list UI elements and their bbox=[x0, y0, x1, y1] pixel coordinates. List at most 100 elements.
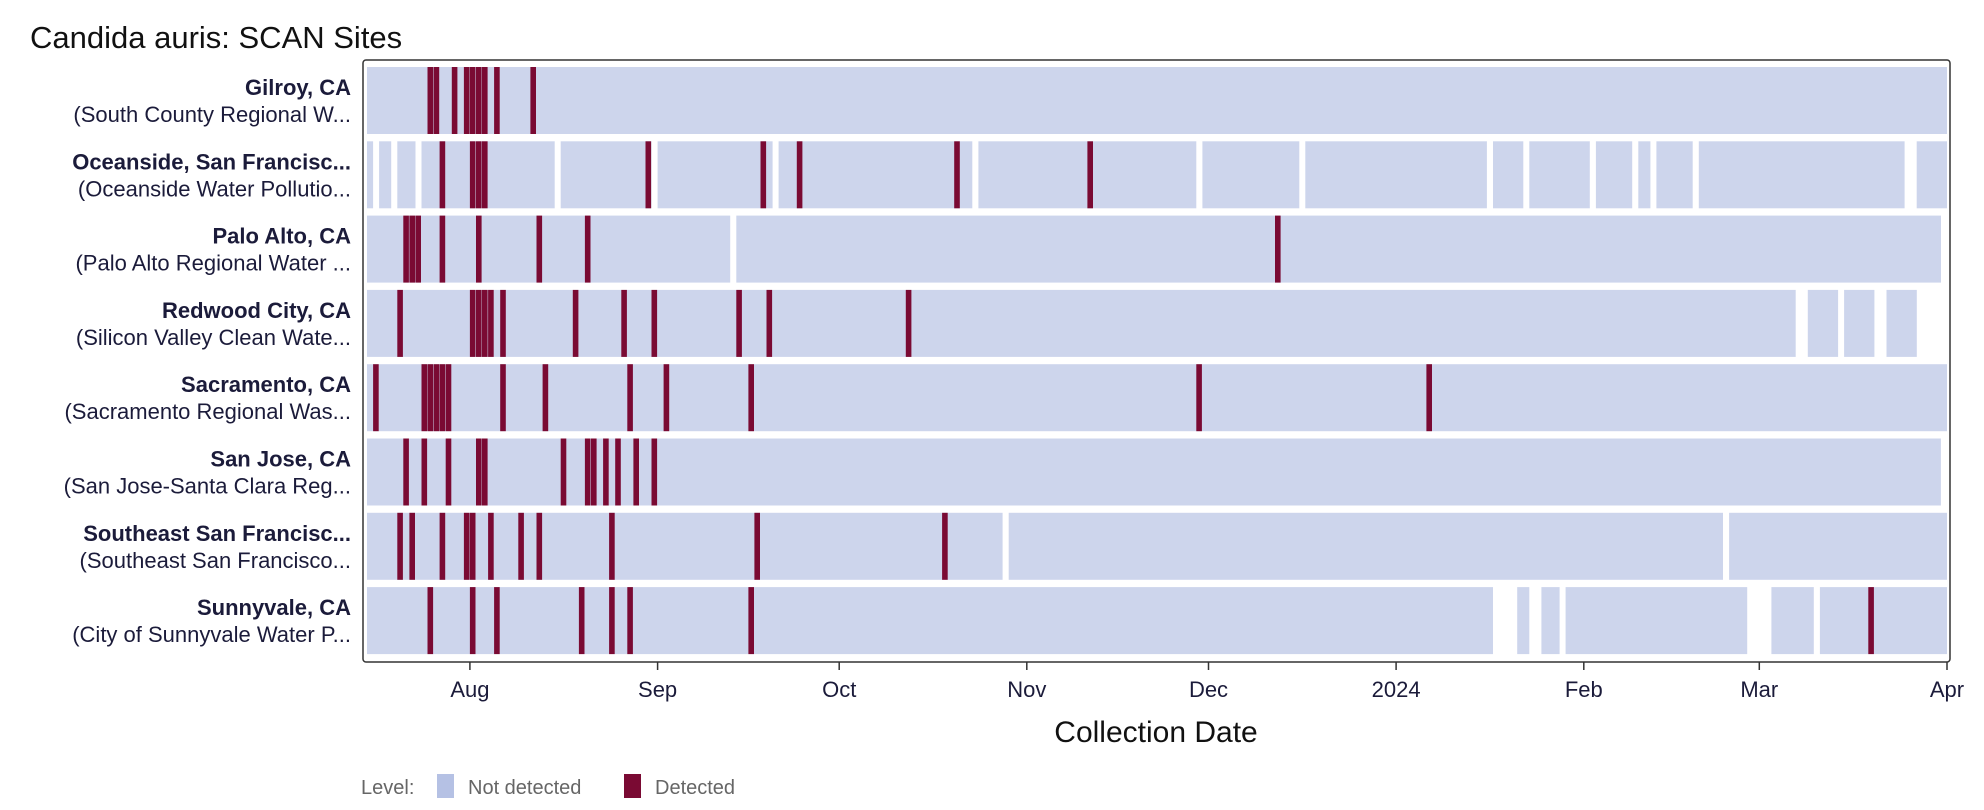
detected-cell bbox=[373, 364, 379, 432]
not-detected-segment bbox=[367, 67, 1947, 134]
detected-cell bbox=[469, 141, 476, 209]
x-tick-label: Aug bbox=[450, 677, 489, 702]
detected-cell bbox=[469, 67, 476, 134]
x-axis-title: Collection Date bbox=[1054, 716, 1257, 749]
detected-cell bbox=[954, 141, 960, 209]
not-detected-segment bbox=[1807, 289, 1839, 357]
not-detected-segment bbox=[1916, 141, 1947, 209]
site-row-oceanside-san-francisc: Oceanside, San Francisc...(Oceanside Wat… bbox=[72, 141, 1947, 209]
not-detected-segment bbox=[367, 289, 1796, 357]
x-axis: Aug Sep Oct Nov Dec 2024 Feb Mar Apr bbox=[450, 662, 1964, 702]
detected-cell bbox=[615, 438, 621, 506]
detected-cell bbox=[403, 438, 409, 506]
detected-cell bbox=[421, 438, 428, 506]
site-name-label: Redwood City, CA bbox=[162, 298, 351, 323]
site-plant-label: (Southeast San Francisco... bbox=[80, 548, 351, 573]
detected-cell bbox=[536, 215, 543, 283]
site-name-label: San Jose, CA bbox=[210, 447, 351, 472]
site-row-gilroy-ca: Gilroy, CA(South County Regional W... bbox=[73, 67, 1947, 134]
site-name-label: Sacramento, CA bbox=[181, 372, 351, 397]
detected-cell bbox=[500, 289, 506, 357]
detected-cell bbox=[451, 67, 458, 134]
detected-cell bbox=[536, 512, 543, 580]
detected-cell bbox=[427, 364, 434, 432]
not-detected-segment bbox=[367, 364, 1947, 432]
not-detected-segment bbox=[367, 587, 1493, 655]
detected-cell bbox=[651, 289, 658, 357]
detected-cell bbox=[469, 512, 476, 580]
detected-cell bbox=[627, 364, 633, 432]
detected-cell bbox=[476, 67, 482, 134]
detected-cell bbox=[1868, 587, 1874, 655]
site-plant-label: (San Jose-Santa Clara Reg... bbox=[64, 474, 351, 499]
site-plant-label: (Palo Alto Regional Water ... bbox=[75, 251, 351, 276]
detected-cell bbox=[578, 587, 585, 655]
detected-cell bbox=[572, 289, 579, 357]
detected-cell bbox=[584, 438, 591, 506]
legend-label-not-detected: Not detected bbox=[468, 777, 581, 799]
heatmap-rows: Gilroy, CA(South County Regional W... Oce… bbox=[64, 67, 1947, 655]
not-detected-segment bbox=[1529, 141, 1590, 209]
detected-cell bbox=[1196, 364, 1202, 432]
plot-frame bbox=[362, 59, 1951, 663]
detected-cell bbox=[591, 438, 597, 506]
detected-cell bbox=[433, 364, 440, 432]
detected-cell bbox=[463, 512, 470, 580]
not-detected-segment bbox=[1844, 289, 1875, 357]
not-detected-segment bbox=[1493, 141, 1524, 209]
detected-cell bbox=[476, 215, 482, 283]
detected-cell bbox=[427, 587, 434, 655]
detected-cell bbox=[905, 289, 912, 357]
detected-cell bbox=[415, 215, 421, 283]
detected-cell bbox=[421, 364, 428, 432]
detected-cell bbox=[445, 438, 452, 506]
detected-cell bbox=[609, 587, 615, 655]
detected-cell bbox=[651, 438, 658, 506]
detected-cell bbox=[796, 141, 803, 209]
detected-cell bbox=[754, 512, 760, 580]
not-detected-segment bbox=[978, 141, 1197, 209]
detected-cell bbox=[427, 67, 434, 134]
detected-cell bbox=[584, 215, 591, 283]
detected-cell bbox=[409, 512, 415, 580]
detected-cell bbox=[736, 289, 742, 357]
detected-cell bbox=[409, 215, 415, 283]
detected-cell bbox=[542, 364, 549, 432]
legend-title: Level: bbox=[361, 777, 414, 799]
x-tick-label: Feb bbox=[1565, 677, 1603, 702]
site-name-label: Palo Alto, CA bbox=[212, 224, 351, 249]
detected-cell bbox=[766, 289, 773, 357]
site-name-label: Sunnyvale, CA bbox=[197, 595, 351, 620]
not-detected-segment bbox=[1819, 587, 1947, 655]
not-detected-segment bbox=[367, 215, 731, 283]
detected-cell bbox=[1275, 215, 1281, 283]
site-row-palo-alto-ca: Palo Alto, CA(Palo Alto Regional Water .… bbox=[75, 215, 1941, 283]
x-tick-label: Oct bbox=[822, 677, 856, 702]
detected-cell bbox=[397, 512, 403, 580]
x-tick-label: Apr bbox=[1930, 677, 1964, 702]
detected-cell bbox=[439, 141, 446, 209]
detected-cell bbox=[469, 289, 476, 357]
not-detected-segment bbox=[397, 141, 416, 209]
x-tick-label: Nov bbox=[1007, 677, 1046, 702]
site-name-label: Gilroy, CA bbox=[245, 75, 351, 100]
legend-swatch-detected bbox=[624, 774, 641, 798]
not-detected-segment bbox=[1729, 512, 1947, 580]
not-detected-segment bbox=[1541, 587, 1560, 655]
site-name-label: Oceanside, San Francisc... bbox=[72, 149, 351, 174]
site-row-san-jose-ca: San Jose, CA(San Jose-Santa Clara Reg... bbox=[64, 438, 1941, 506]
detected-cell bbox=[645, 141, 652, 209]
not-detected-segment bbox=[736, 215, 1941, 283]
site-plant-label: (South County Regional W... bbox=[73, 102, 351, 127]
site-plant-label: (Oceanside Water Pollutio... bbox=[78, 176, 351, 201]
not-detected-segment bbox=[1565, 587, 1748, 655]
site-row-redwood-city-ca: Redwood City, CA(Silicon Valley Clean Wa… bbox=[76, 289, 1917, 357]
detected-cell bbox=[748, 587, 754, 655]
not-detected-segment bbox=[778, 141, 973, 209]
detected-cell bbox=[482, 141, 488, 209]
not-detected-segment bbox=[1305, 141, 1487, 209]
not-detected-segment bbox=[1771, 587, 1814, 655]
detected-cell bbox=[494, 587, 500, 655]
detected-cell bbox=[609, 512, 615, 580]
